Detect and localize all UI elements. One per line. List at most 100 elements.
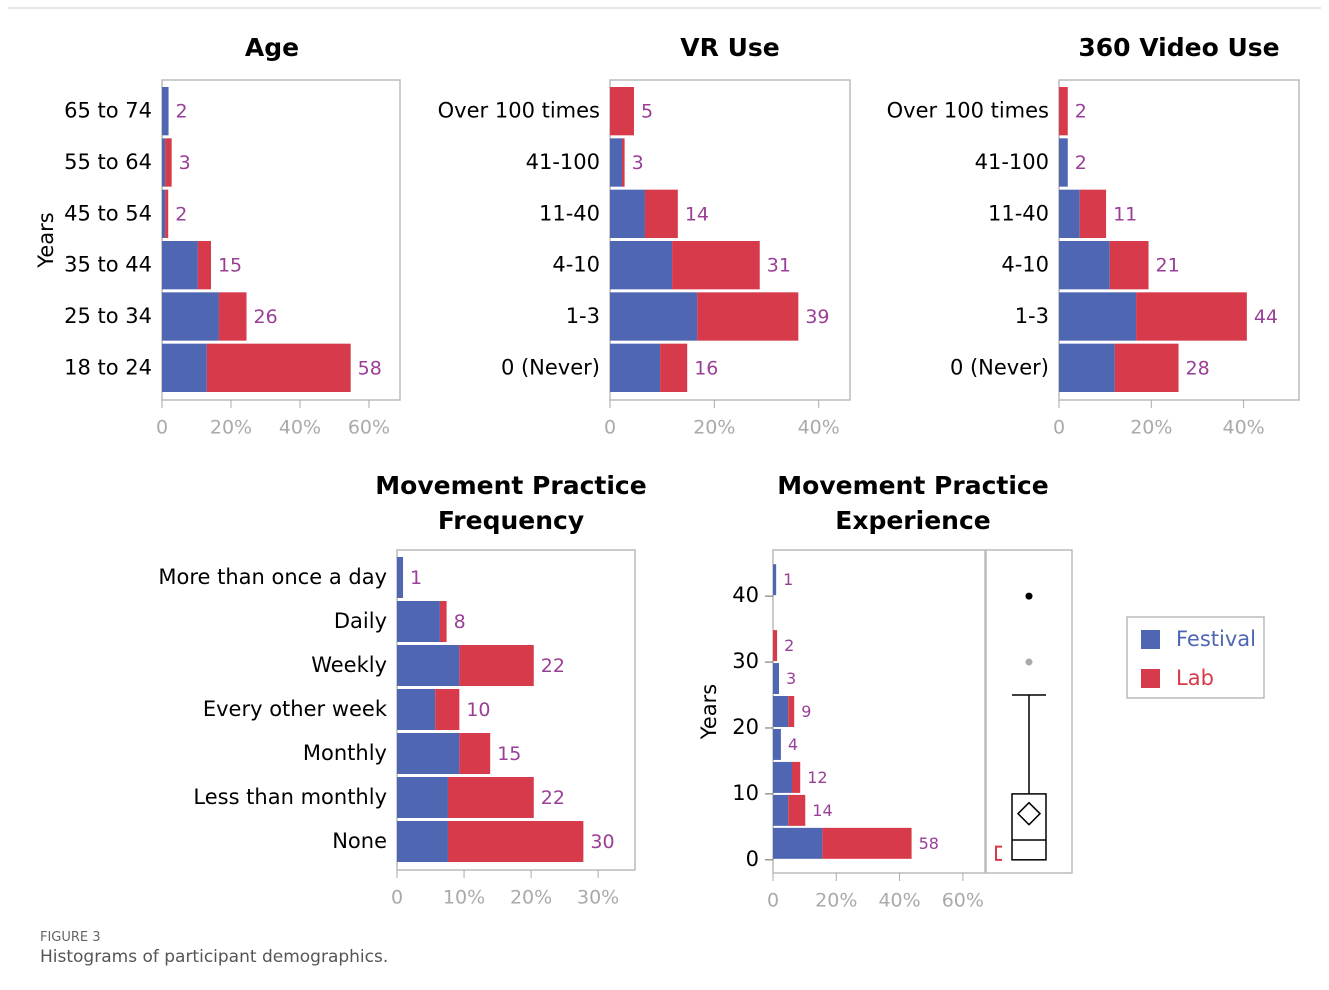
category-label: None <box>332 829 387 853</box>
bar-segment <box>1136 292 1247 341</box>
category-label: 55 to 64 <box>64 150 152 174</box>
bar-segment <box>791 761 801 793</box>
bar-segment <box>447 821 584 862</box>
bar-segment <box>397 777 448 818</box>
count-label: 30 <box>590 831 614 853</box>
bar-segment <box>397 733 460 774</box>
count-label: 28 <box>1186 357 1210 379</box>
bar-segment <box>610 138 622 187</box>
x-tick-label: 20% <box>510 887 552 909</box>
bar-segment <box>773 663 780 695</box>
x-tick-label: 20% <box>210 417 252 439</box>
bar-segment <box>773 564 777 596</box>
count-label: 10 <box>466 699 490 721</box>
category-label: Over 100 times <box>887 99 1049 123</box>
x-tick-label: 40% <box>279 417 321 439</box>
mean-diamond <box>1016 801 1042 826</box>
category-label: 11-40 <box>988 201 1049 225</box>
category-label: 4-10 <box>1001 253 1049 277</box>
bar-segment <box>397 645 460 686</box>
category-label: 45 to 54 <box>64 201 152 225</box>
bar-segment <box>1114 343 1179 392</box>
x-tick-label: 60% <box>942 890 984 912</box>
bar-segment <box>1109 241 1149 290</box>
chart-title: Movement Practice Frequency <box>375 471 647 535</box>
bar-segment <box>822 827 912 859</box>
x-tick-label: 10% <box>443 887 485 909</box>
legend-swatch <box>1141 669 1160 688</box>
plot-frame <box>1058 79 1300 401</box>
category-label: 41-100 <box>975 150 1049 174</box>
bar-segment <box>459 733 491 774</box>
count-label: 2 <box>175 203 187 225</box>
y-tick-label: 0 <box>746 847 759 871</box>
category-label: 0 (Never) <box>501 355 600 379</box>
count-label: 21 <box>1156 255 1180 277</box>
bar-segment <box>1059 87 1068 136</box>
count-label: 3 <box>179 152 191 174</box>
count-label: 44 <box>1254 306 1278 328</box>
count-label: 2 <box>784 636 794 655</box>
count-label: 58 <box>919 834 939 853</box>
x-tick-label: 40% <box>798 417 840 439</box>
x-tick-label: 30% <box>577 887 619 909</box>
y-axis-label: Years <box>34 212 58 268</box>
chart-title: Movement Practice Experience <box>777 471 1049 535</box>
category-label: 1-3 <box>1015 304 1049 328</box>
bar-segment <box>773 794 789 826</box>
chart-title: Age <box>244 33 300 62</box>
count-label: 2 <box>176 101 188 123</box>
legend-label: Lab <box>1176 666 1214 690</box>
bar-segment <box>218 292 247 341</box>
bar-segment <box>1059 343 1115 392</box>
bar-segment <box>697 292 799 341</box>
bar-segment <box>773 630 778 662</box>
category-label: 0 (Never) <box>950 355 1049 379</box>
outlier <box>1025 592 1033 600</box>
x-tick-label: 0 <box>156 417 168 439</box>
count-label: 9 <box>801 702 811 721</box>
category-label: Every other week <box>203 697 388 721</box>
bar-segment <box>788 696 795 727</box>
count-label: 5 <box>641 101 653 123</box>
count-label: 16 <box>694 357 718 379</box>
bar-segment <box>165 138 172 187</box>
bar-segment <box>206 343 351 392</box>
x-tick-label: 60% <box>348 417 390 439</box>
bar-segment <box>397 689 436 730</box>
count-label: 22 <box>541 787 565 809</box>
legend-frame <box>1126 616 1265 699</box>
figure-label: FIGURE 3 <box>40 930 101 945</box>
y-tick-label: 10 <box>732 781 759 805</box>
count-label: 39 <box>805 306 829 328</box>
count-label: 8 <box>454 611 466 633</box>
x-tick-label: 20% <box>815 890 857 912</box>
bar-segment <box>610 189 645 238</box>
legend-label: Festival <box>1176 627 1256 651</box>
count-label: 15 <box>497 743 521 765</box>
bar-segment <box>162 241 198 290</box>
count-label: 12 <box>807 768 827 787</box>
y-axis-label: Years <box>697 684 721 740</box>
category-label: Weekly <box>311 653 387 677</box>
bar-segment <box>397 557 404 598</box>
box-frame <box>985 549 1073 874</box>
count-label: 2 <box>1075 152 1087 174</box>
count-label: 31 <box>767 255 791 277</box>
count-label: 22 <box>541 655 565 677</box>
x-tick-label: 0 <box>767 890 779 912</box>
bar-segment <box>773 761 792 793</box>
x-tick-label: 40% <box>1222 417 1264 439</box>
bar-segment <box>435 689 460 730</box>
bar-segment <box>1059 189 1080 238</box>
bar-segment <box>197 241 211 290</box>
legend-swatch <box>1141 630 1160 649</box>
bar-segment <box>162 292 219 341</box>
x-tick-label: 20% <box>1130 417 1172 439</box>
plot-frame <box>161 79 401 401</box>
bar-segment <box>672 241 760 290</box>
bar-segment <box>162 138 166 187</box>
count-label: 4 <box>788 735 798 754</box>
category-label: Monthly <box>303 741 387 765</box>
